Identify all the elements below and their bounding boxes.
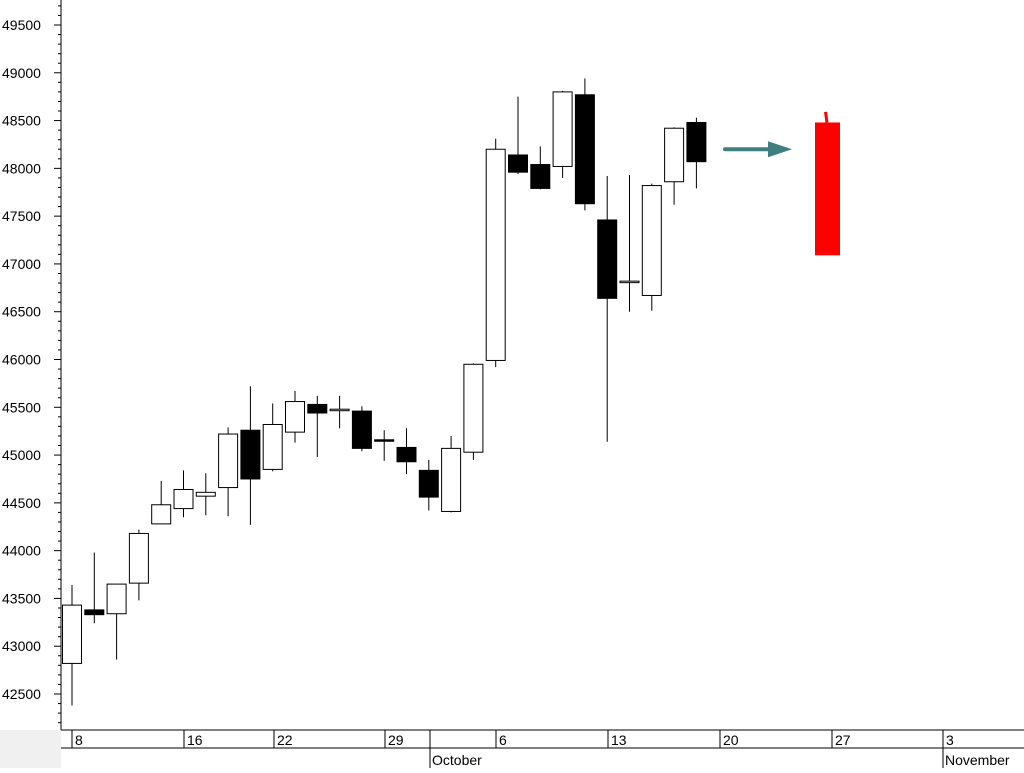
- y-tick-label: 44000: [2, 543, 41, 559]
- candle-body-down: [307, 403, 328, 414]
- y-tick-label: 48000: [2, 160, 41, 176]
- candle-body-down: [686, 121, 707, 163]
- candle-body-up: [463, 363, 484, 453]
- candle-body-up: [552, 91, 573, 167]
- x-day-label: 13: [611, 732, 627, 748]
- candle-body-up: [128, 532, 149, 584]
- y-axis: 42500 43000 43500 44000 44500 45000 45500 46000…: [2, 0, 62, 730]
- x-day-label: 27: [835, 732, 851, 748]
- y-tick-label: 45000: [2, 447, 41, 463]
- candle-body-down: [597, 219, 618, 299]
- y-tick-label: 47500: [2, 208, 41, 224]
- y-tick-label: 45500: [2, 399, 41, 415]
- x-day-label: 6: [499, 732, 507, 748]
- candle-body-down: [574, 94, 595, 205]
- candle-body-up: [664, 127, 685, 183]
- candle-body-down: [396, 446, 417, 463]
- y-tick-label: 49000: [2, 65, 41, 81]
- candle-body-up: [62, 604, 82, 664]
- candle-body-down: [240, 429, 261, 480]
- candle-body-up: [173, 488, 194, 510]
- candle-body-up: [151, 504, 172, 525]
- candle-body-down: [508, 154, 528, 173]
- candles-group: [62, 78, 840, 706]
- candle-body-up: [441, 447, 462, 512]
- x-day-label: 29: [388, 732, 404, 748]
- axis-corner: [0, 730, 61, 768]
- arrow-head: [768, 141, 792, 158]
- candle-body-down: [351, 410, 372, 449]
- y-tick-label: 43500: [2, 590, 41, 606]
- projected-candle-body: [815, 122, 840, 256]
- candle-body-up: [485, 148, 506, 361]
- x-axis-band: [61, 730, 1024, 768]
- y-tick-label: 46500: [2, 304, 41, 320]
- x-day-label: 22: [277, 732, 293, 748]
- x-day-label: 16: [187, 732, 203, 748]
- projected-candle-wick: [824, 111, 829, 123]
- candle-body-up: [285, 401, 305, 433]
- x-month-label: November: [945, 752, 1010, 768]
- candle-body-up: [218, 433, 239, 489]
- x-day-label: 20: [723, 732, 739, 748]
- y-tick-label: 47000: [2, 256, 41, 272]
- candle-body-up: [106, 583, 127, 615]
- x-axis: 8 16 22 29 6 13 20 27 3 October November: [0, 729, 1024, 768]
- candle-body-up: [619, 280, 640, 284]
- y-tick-label: 49500: [2, 17, 41, 33]
- y-tick-label: 46000: [2, 352, 41, 368]
- candle-body-up: [262, 423, 283, 470]
- x-day-label: 8: [75, 732, 83, 748]
- y-tick-label: 43000: [2, 638, 41, 654]
- candle-body-up: [195, 491, 216, 497]
- x-month-label: October: [432, 752, 482, 768]
- y-tick-label: 48500: [2, 113, 41, 129]
- candle-body-down: [418, 469, 439, 498]
- candle-body-up: [329, 408, 350, 412]
- candle-body-down: [374, 439, 395, 442]
- y-tick-label: 44500: [2, 495, 41, 511]
- x-day-label: 3: [946, 732, 954, 748]
- y-tick-label: 42500: [2, 686, 41, 702]
- candle-body-down: [84, 609, 105, 616]
- candle-body-up: [641, 185, 662, 296]
- candle-body-down: [530, 164, 551, 189]
